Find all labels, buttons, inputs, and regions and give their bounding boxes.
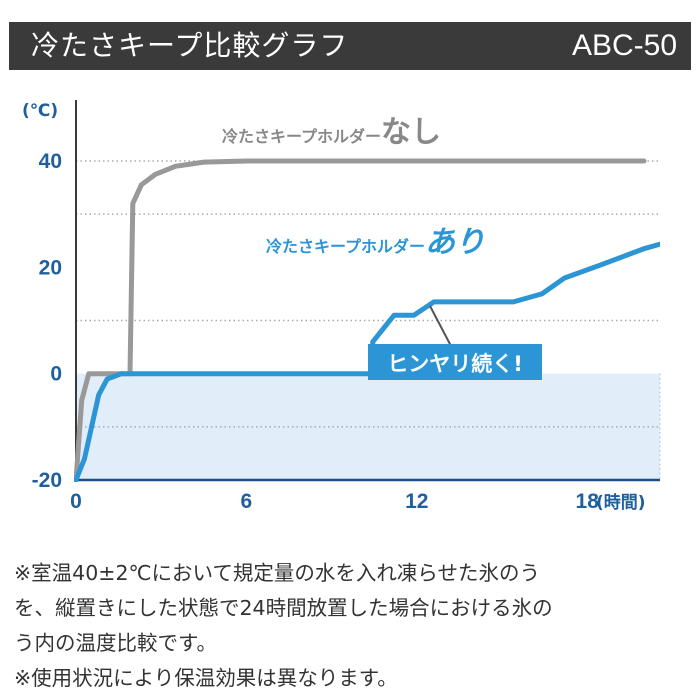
footnote-line-2: を、縦置きにした状態で24時間放置した場合における氷の xyxy=(14,596,553,620)
y-tick-labels: 40 20 0 -20 xyxy=(32,150,62,492)
y-tick-label: 20 xyxy=(39,256,62,279)
y-tick-label: 40 xyxy=(39,150,62,173)
callout-text: ヒンヤリ続く! xyxy=(387,352,523,376)
y-tick-label: 0 xyxy=(50,363,62,386)
series-label-with-main: 冷たさキープホルダー xyxy=(266,237,425,256)
y-unit-label: (℃) xyxy=(22,101,58,121)
footnote-line-4: ※使用状況により保温効果は異なります。 xyxy=(14,666,398,690)
series-label-with-emph: あり xyxy=(425,225,485,260)
model-number: ABC-50 xyxy=(571,29,677,62)
footnote-line-1: ※室温40±2℃において規定量の水を入れ凍らせた氷のう xyxy=(14,561,540,585)
callout-leader-line xyxy=(429,305,452,347)
x-tick-label: 0 xyxy=(70,490,82,513)
footnote-line-3: う内の温度比較です。 xyxy=(14,631,217,655)
series-lines xyxy=(74,158,660,482)
footnotes: ※室温40±2℃において規定量の水を入れ凍らせた氷のう を、縦置きにした状態で2… xyxy=(14,556,694,696)
series-label-without-main: 冷たさキープホルダー xyxy=(222,127,381,146)
x-tick-label: 12 xyxy=(405,490,428,513)
series-label-without-holder: 冷たさキープホルダーなし xyxy=(222,115,441,150)
x-tick-label: 6 xyxy=(241,490,253,513)
x-unit-label: (時間) xyxy=(596,492,646,513)
page-title: 冷たさキープ比較グラフ xyxy=(31,29,349,62)
header-bar: 冷たさキープ比較グラフ ABC-50 xyxy=(9,22,691,70)
series-line-with-holder xyxy=(74,241,660,482)
y-tick-label: -20 xyxy=(32,469,62,492)
x-tick-labels: 0 6 12 18 xyxy=(70,490,599,513)
x-tick-label: 18 xyxy=(576,490,600,513)
series-label-with-holder: 冷たさキープホルダーあり xyxy=(266,225,485,260)
series-line-without-holder xyxy=(74,158,647,482)
series-label-without-emph: なし xyxy=(381,115,441,150)
callout-box xyxy=(368,344,542,380)
